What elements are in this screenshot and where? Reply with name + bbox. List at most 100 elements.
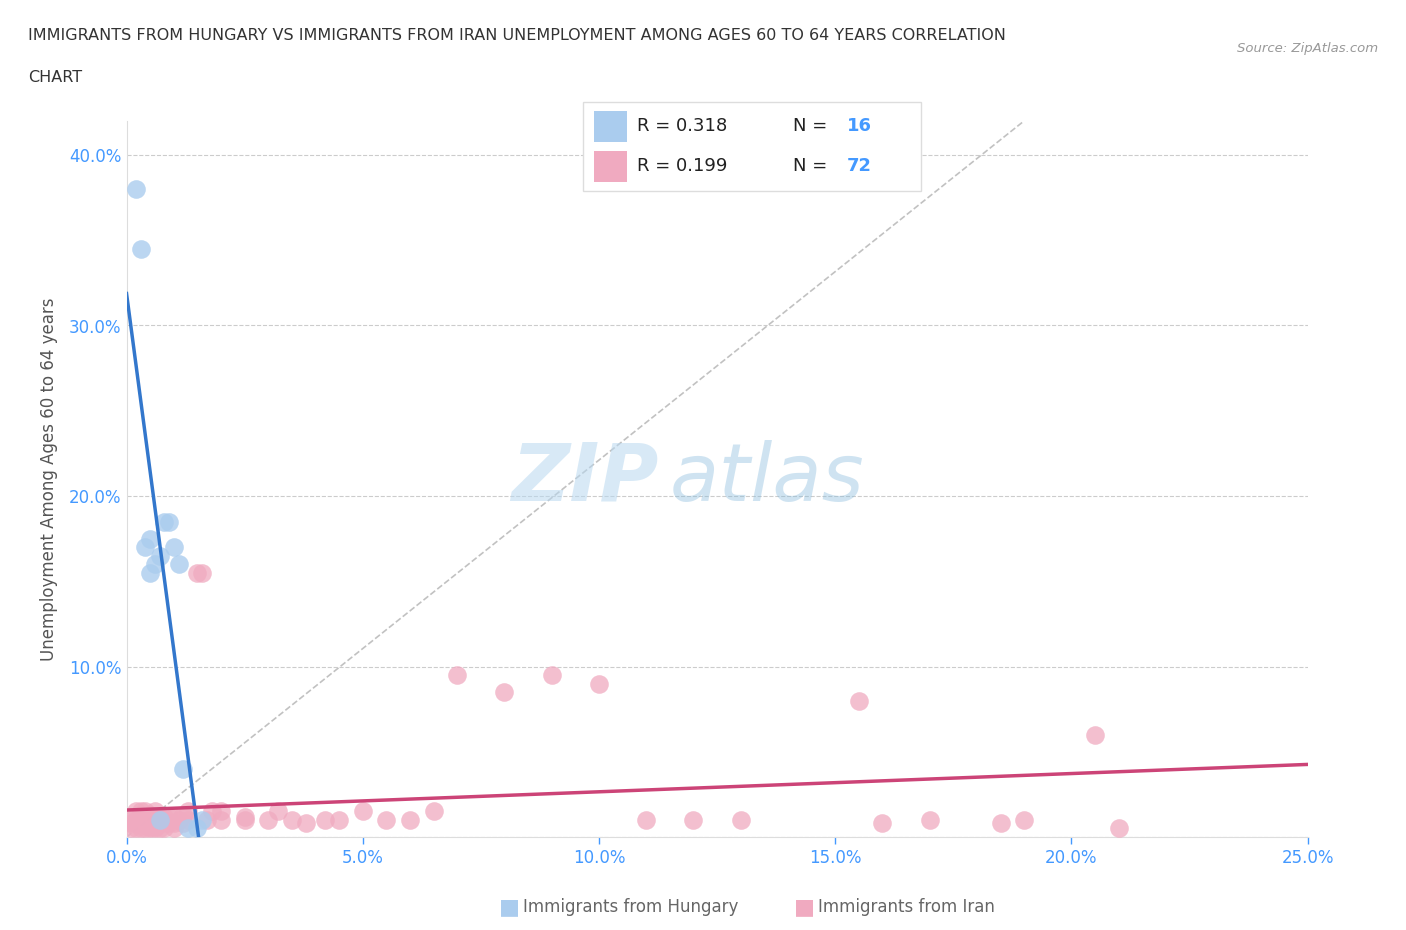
Point [120, 813, 142, 828]
Point [143, 557, 166, 572]
Text: atlas: atlas [669, 440, 865, 518]
Point [848, 693, 870, 708]
Point [209, 813, 232, 828]
Text: Immigrants from Iran: Immigrants from Iran [818, 897, 995, 916]
Point [139, 816, 162, 830]
Point [125, 181, 148, 196]
Point [134, 809, 156, 824]
Point [163, 809, 186, 824]
Point [167, 813, 190, 828]
Point [399, 813, 422, 828]
Point [494, 684, 516, 699]
Point [267, 804, 290, 819]
Point [139, 807, 162, 822]
Point [149, 821, 172, 836]
Point [139, 819, 162, 834]
Point [143, 819, 166, 834]
Point [872, 816, 894, 830]
Point [328, 813, 350, 828]
Text: ■: ■ [499, 897, 520, 917]
Point [1084, 727, 1107, 742]
Point [314, 813, 336, 828]
Text: Source: ZipAtlas.com: Source: ZipAtlas.com [1237, 42, 1378, 55]
Text: CHART: CHART [28, 70, 82, 85]
Point [149, 809, 172, 824]
Point [125, 804, 148, 819]
Point [149, 816, 172, 830]
Point [129, 816, 152, 830]
Point [125, 813, 148, 828]
Point [139, 565, 162, 580]
Point [918, 813, 941, 828]
Point [191, 813, 214, 828]
Point [233, 809, 256, 824]
Bar [593, 112, 627, 142]
Text: R = 0.318: R = 0.318 [637, 117, 728, 135]
Point [375, 813, 398, 828]
Point [163, 816, 186, 830]
Point [134, 816, 156, 830]
Point [200, 804, 222, 819]
Text: 16: 16 [846, 117, 872, 135]
Point [139, 531, 162, 546]
Point [125, 816, 148, 830]
Point [120, 821, 142, 836]
Y-axis label: Unemployment Among Ages 60 to 64 years: Unemployment Among Ages 60 to 64 years [39, 298, 58, 660]
Point [129, 809, 152, 824]
Point [682, 813, 704, 828]
Point [143, 821, 166, 836]
Point [157, 809, 180, 824]
Point [422, 804, 444, 819]
Text: IMMIGRANTS FROM HUNGARY VS IMMIGRANTS FROM IRAN UNEMPLOYMENT AMONG AGES 60 TO 64: IMMIGRANTS FROM HUNGARY VS IMMIGRANTS FR… [28, 28, 1007, 43]
Text: 72: 72 [846, 157, 872, 175]
Point [177, 804, 200, 819]
Point [153, 816, 176, 830]
Point [129, 242, 152, 257]
Point [167, 557, 190, 572]
Point [730, 813, 752, 828]
Point [143, 804, 166, 819]
Point [636, 813, 658, 828]
Point [153, 821, 176, 836]
Point [1012, 813, 1035, 828]
Point [153, 514, 176, 529]
Point [990, 816, 1012, 830]
Point [172, 807, 194, 822]
Text: ■: ■ [794, 897, 815, 917]
Point [157, 816, 180, 830]
Point [195, 813, 218, 828]
Point [191, 565, 214, 580]
Point [186, 565, 208, 580]
Point [233, 813, 256, 828]
Point [134, 539, 156, 554]
Point [186, 821, 208, 836]
Point [120, 816, 142, 830]
Text: Immigrants from Hungary: Immigrants from Hungary [523, 897, 738, 916]
Point [129, 804, 152, 819]
Point [540, 668, 562, 683]
Point [163, 539, 186, 554]
Point [134, 804, 156, 819]
Point [139, 813, 162, 828]
Point [295, 816, 318, 830]
Bar [593, 151, 627, 182]
Point [281, 813, 304, 828]
Text: R = 0.199: R = 0.199 [637, 157, 728, 175]
Point [588, 676, 610, 691]
Point [149, 549, 172, 564]
Point [149, 813, 172, 828]
Point [257, 813, 280, 828]
Point [446, 668, 468, 683]
Point [157, 514, 180, 529]
Point [172, 816, 194, 830]
Point [134, 821, 156, 836]
Text: ZIP: ZIP [510, 440, 658, 518]
Point [163, 821, 186, 836]
Point [177, 821, 200, 836]
Point [143, 813, 166, 828]
Point [209, 804, 232, 819]
FancyBboxPatch shape [583, 102, 921, 191]
Point [177, 813, 200, 828]
Point [139, 821, 162, 836]
Text: N =: N = [793, 117, 832, 135]
